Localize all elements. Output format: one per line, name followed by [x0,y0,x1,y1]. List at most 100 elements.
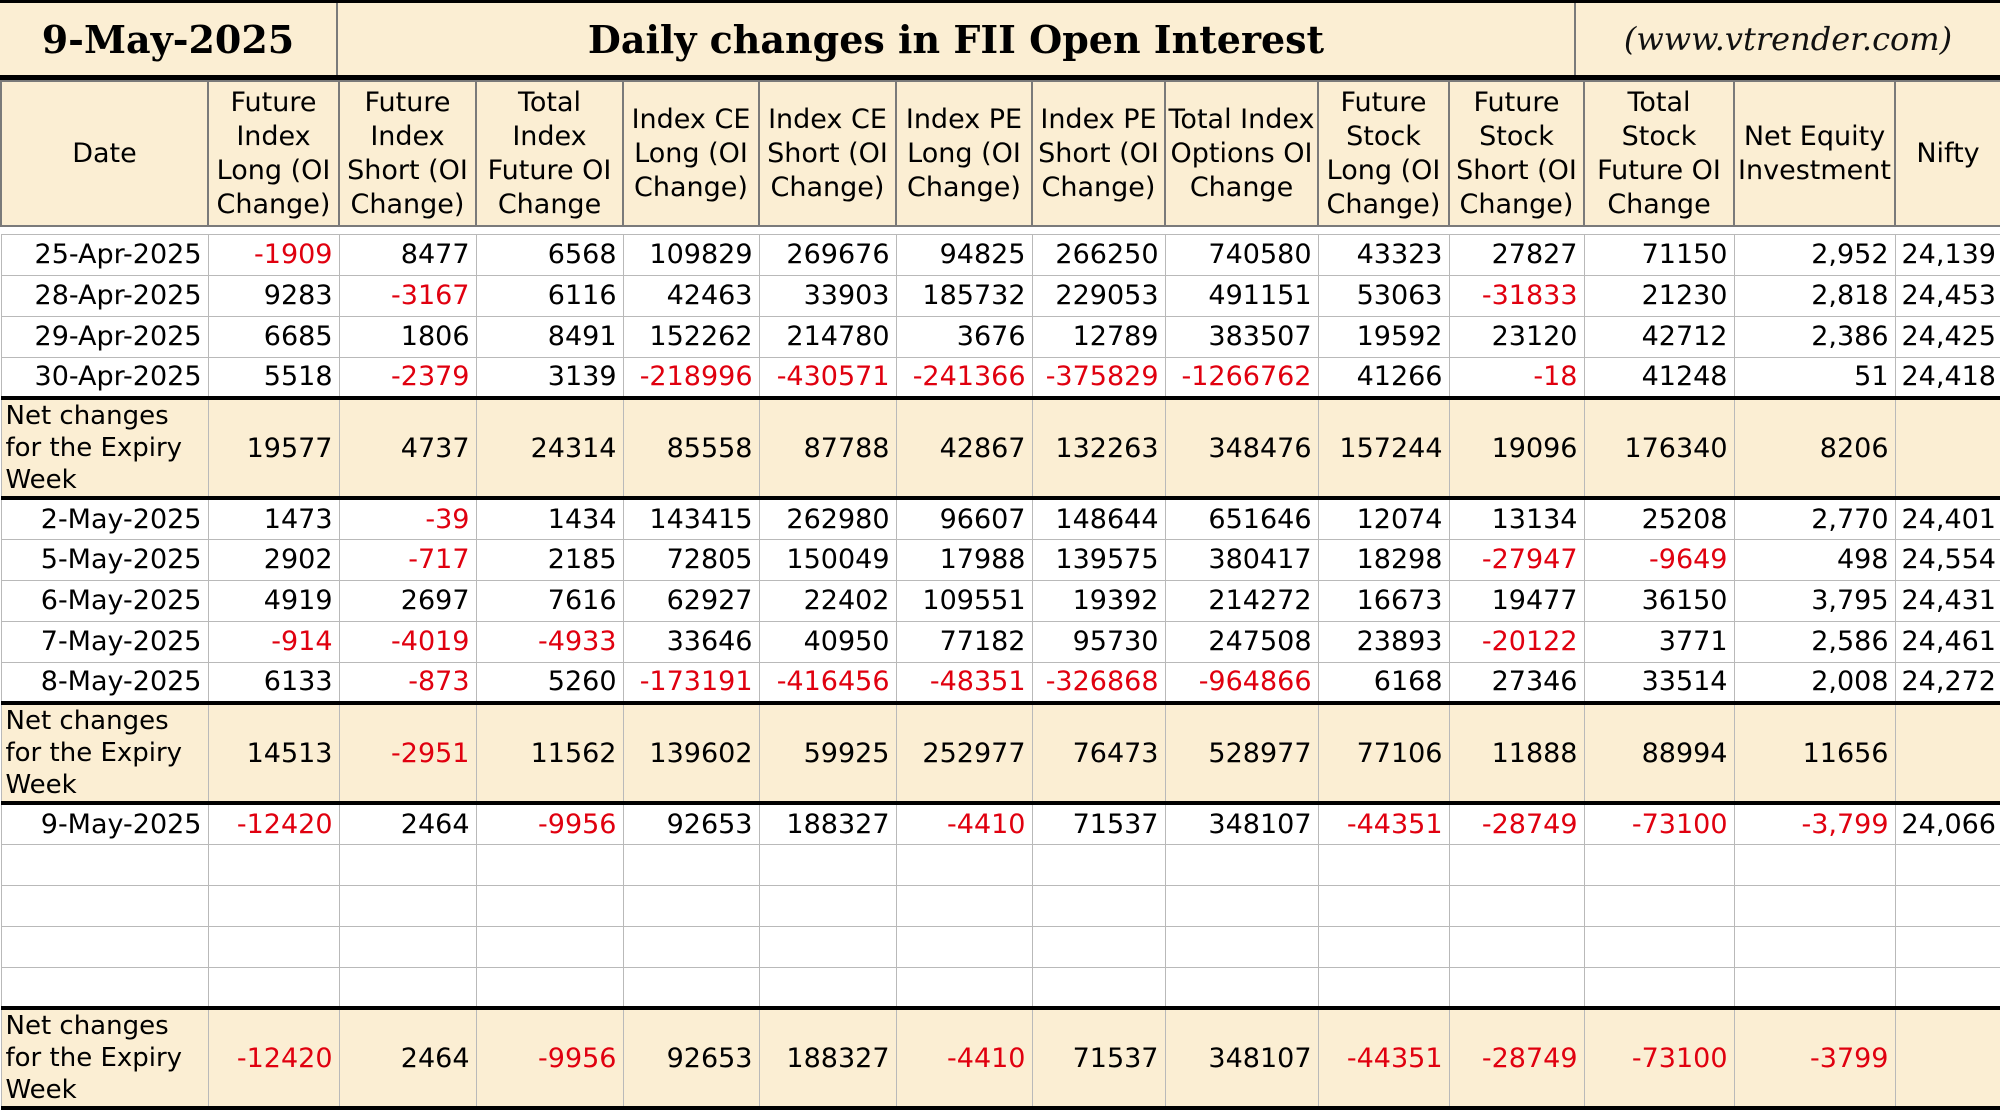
value-cell: 380417 [1164,538,1319,581]
net-value-cell [1894,1006,2000,1110]
empty-row [0,884,2000,927]
value-cell: 498 [1733,538,1896,581]
column-header: Total Index Options OI Change [1164,80,1319,227]
report-date: 9-May-2025 [0,3,338,75]
value-cell: 269676 [758,233,897,276]
value-cell: 92653 [622,801,760,845]
net-value-cell [1894,701,2000,805]
data-row: 30-Apr-2025 5518 -2379 3139 -218996 -430571 -2… [0,356,2000,399]
empty-cell [1583,925,1735,968]
net-value-cell: -28749 [1448,1006,1585,1110]
value-cell: 109551 [895,579,1033,622]
net-value-cell: 11888 [1448,701,1585,805]
value-cell: -48351 [895,661,1033,704]
empty-cell [207,843,340,886]
value-cell: 2,008 [1733,661,1896,704]
title-row: 9-May-2025 Daily changes in FII Open Int… [0,0,2000,80]
value-cell: 651646 [1164,496,1319,540]
date-cell: 25-Apr-2025 [0,233,209,276]
value-cell: 71150 [1583,233,1735,276]
empty-cell [1733,966,1896,1009]
value-cell: 229053 [1031,274,1166,317]
net-value-cell: -73100 [1583,1006,1735,1110]
expiry-week-total-row: Net changes for the Expiry Week 19577 4737… [0,396,2000,500]
value-cell: 27827 [1448,233,1585,276]
date-cell: 7-May-2025 [0,620,209,663]
net-value-cell: -44351 [1317,1006,1450,1110]
net-value-cell: -4410 [895,1006,1033,1110]
empty-cell [1894,884,2000,927]
value-cell: 6168 [1317,661,1450,704]
value-cell: 188327 [758,801,897,845]
value-cell: 24,066 [1894,801,2000,845]
data-row: 2-May-2025 1473 -39 1434 143415 262980 96607 14… [0,496,2000,540]
date-cell: 6-May-2025 [0,579,209,622]
empty-cell [622,925,760,968]
value-cell: 6685 [207,315,340,358]
empty-cell [1583,966,1735,1009]
value-cell: 41266 [1317,356,1450,399]
net-changes-label: Net changes for the Expiry Week [0,1006,209,1110]
value-cell: 24,401 [1894,496,2000,540]
value-cell: -914 [207,620,340,663]
value-cell: 2902 [207,538,340,581]
empty-cell [758,884,897,927]
value-cell: 3,795 [1733,579,1896,622]
empty-cell [1317,884,1450,927]
value-cell: 8491 [475,315,624,358]
value-cell: -873 [338,661,477,704]
empty-cell [758,966,897,1009]
net-value-cell: 252977 [895,701,1033,805]
table-body: 25-Apr-2025 -1909 8477 6568 109829 269676 9482… [0,225,2000,1110]
empty-cell [622,966,760,1009]
empty-cell [1894,966,2000,1009]
value-cell: 247508 [1164,620,1319,663]
value-cell: 185732 [895,274,1033,317]
data-row: 7-May-2025 -914 -4019 -4933 33646 40950 77182 9… [0,620,2000,663]
value-cell: -31833 [1448,274,1585,317]
date-cell: 9-May-2025 [0,801,209,845]
empty-cell [0,843,209,886]
empty-cell [1733,843,1896,886]
value-cell: -173191 [622,661,760,704]
net-value-cell: 8206 [1733,396,1896,500]
column-header: Nifty [1894,80,2000,227]
empty-cell [1031,884,1166,927]
value-cell: 2185 [475,538,624,581]
value-cell: 6568 [475,233,624,276]
empty-cell [207,925,340,968]
value-cell: 72805 [622,538,760,581]
value-cell: -1909 [207,233,340,276]
value-cell: 740580 [1164,233,1319,276]
empty-cell [1031,966,1166,1009]
empty-cell [1448,966,1585,1009]
value-cell: 62927 [622,579,760,622]
value-cell: 491151 [1164,274,1319,317]
net-value-cell: 42867 [895,396,1033,500]
net-value-cell: 87788 [758,396,897,500]
value-cell: 2,586 [1733,620,1896,663]
value-cell: 2697 [338,579,477,622]
report-title: Daily changes in FII Open Interest [338,3,1576,75]
value-cell: 71537 [1031,801,1166,845]
value-cell: 4919 [207,579,340,622]
empty-cell [1317,925,1450,968]
value-cell: 40950 [758,620,897,663]
value-cell: 9283 [207,274,340,317]
value-cell: 16673 [1317,579,1450,622]
value-cell: -964866 [1164,661,1319,704]
empty-row [0,925,2000,968]
value-cell: 24,425 [1894,315,2000,358]
value-cell: 2464 [338,801,477,845]
value-cell: -3167 [338,274,477,317]
value-cell: 41248 [1583,356,1735,399]
value-cell: 43323 [1317,233,1450,276]
value-cell: 5518 [207,356,340,399]
net-value-cell: 4737 [338,396,477,500]
value-cell: -4410 [895,801,1033,845]
value-cell: 42712 [1583,315,1735,358]
value-cell: 7616 [475,579,624,622]
table-header: Date Future Index Long (OI Change) Future … [0,80,2000,227]
data-row: 25-Apr-2025 -1909 8477 6568 109829 269676 9482… [0,233,2000,276]
